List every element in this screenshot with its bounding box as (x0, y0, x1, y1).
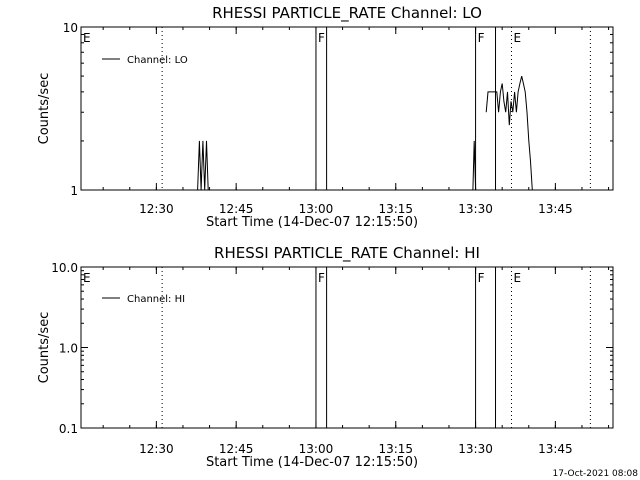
marker-label: E (83, 31, 91, 45)
marker-label: E (83, 271, 91, 285)
x-tick-label: 13:45 (538, 202, 573, 216)
marker-label: E (513, 271, 521, 285)
x-axis-label: Start Time (14-Dec-07 12:15:50) (206, 215, 418, 230)
legend-label: Channel: HI (127, 294, 185, 305)
y-axis-label: Counts/sec (37, 312, 52, 384)
timestamp: 17-Oct-2021 08:08 (553, 469, 639, 479)
series-line (197, 140, 209, 191)
marker-label: E (513, 31, 521, 45)
y-tick-label: 0.1 (59, 422, 78, 436)
x-tick-label: 12:30 (139, 442, 174, 456)
marker-label: F (318, 271, 325, 285)
marker-label: F (318, 31, 325, 45)
series-line (485, 75, 533, 191)
y-tick-label: 10.0 (51, 261, 78, 275)
y-axis-label: Counts/sec (37, 73, 52, 145)
marker-label: F (478, 271, 485, 285)
marker-label: F (478, 31, 485, 45)
x-tick-label: 13:15 (378, 442, 413, 456)
chart-title: RHESSI PARTICLE_RATE Channel: LO (212, 4, 482, 23)
legend-label: Channel: LO (127, 55, 188, 66)
x-tick-label: 13:30 (458, 442, 493, 456)
x-tick-label: 13:00 (299, 202, 334, 216)
chart-title: RHESSI PARTICLE_RATE Channel: HI (214, 244, 480, 263)
x-tick-label: 13:15 (378, 202, 413, 216)
plot-frame (80, 266, 614, 429)
x-tick-label: 13:45 (538, 442, 573, 456)
x-axis-label: Start Time (14-Dec-07 12:15:50) (206, 455, 418, 470)
y-tick-label: 1 (70, 184, 78, 198)
series-line (472, 140, 477, 191)
plot-frame (80, 26, 614, 191)
y-tick-label: 1.0 (59, 342, 78, 356)
hi-channel-panel: RHESSI PARTICLE_RATE Channel: HI 12:30 12:… (37, 244, 614, 470)
x-tick-label: 12:30 (139, 202, 174, 216)
lo-channel-panel: RHESSI PARTICLE_RATE Channel: LO 12:30 12:… (37, 4, 614, 230)
x-tick-label: 12:45 (219, 442, 254, 456)
x-tick-label: 13:00 (299, 442, 334, 456)
y-tick-label: 10 (63, 21, 78, 35)
x-tick-label: 12:45 (219, 202, 254, 216)
x-tick-label: 13:30 (458, 202, 493, 216)
